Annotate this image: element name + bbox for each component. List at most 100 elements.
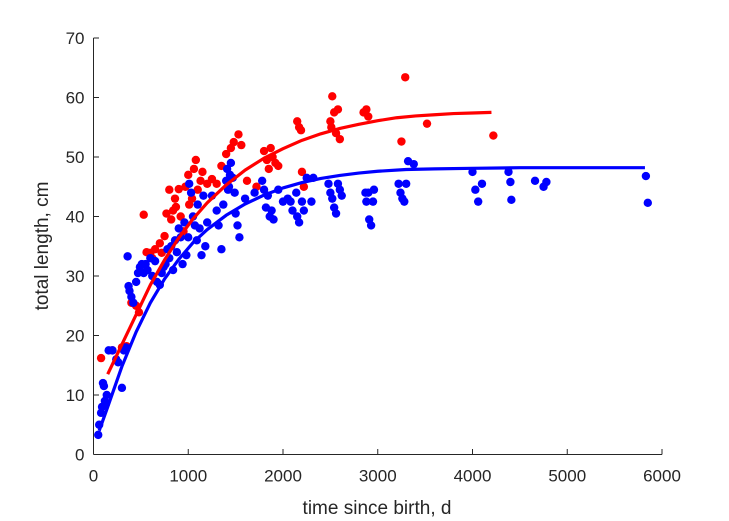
data-point-blue-125 [507, 195, 516, 205]
data-point-blue-126 [530, 176, 540, 185]
data-point-red-21 [174, 184, 183, 194]
data-point-blue-21 [131, 277, 141, 287]
data-point-red-68 [422, 119, 432, 128]
data-point-blue-20 [129, 298, 138, 307]
data-point-red-20 [171, 202, 181, 212]
x-tick-label: 3000 [359, 467, 397, 486]
data-point-blue-45 [180, 218, 189, 227]
x-tick-label: 5000 [548, 467, 586, 486]
data-point-red-7 [139, 210, 148, 219]
data-point-red-44 [259, 146, 269, 156]
data-point-red-40 [234, 130, 243, 139]
data-point-red-0 [96, 353, 106, 363]
data-point-red-30 [193, 185, 202, 194]
data-point-blue-41 [172, 248, 182, 257]
data-point-blue-74 [235, 233, 244, 242]
data-point-blue-124 [506, 177, 515, 187]
data-point-red-62 [335, 134, 345, 144]
data-point-red-37 [221, 149, 231, 159]
data-point-blue-110 [368, 197, 378, 206]
data-point-blue-16 [123, 252, 132, 261]
data-point-red-41 [237, 140, 246, 150]
data-point-blue-82 [267, 206, 276, 215]
data-point-blue-78 [259, 185, 269, 194]
data-point-blue-83 [269, 215, 278, 224]
data-point-red-25 [184, 170, 193, 180]
data-point-blue-57 [201, 242, 210, 251]
data-point-blue-97 [324, 179, 333, 188]
data-point-blue-95 [307, 197, 316, 206]
data-point-blue-55 [197, 250, 206, 260]
data-point-blue-111 [369, 185, 379, 194]
x-axis-label: time since birth, d [303, 498, 452, 519]
data-point-red-31 [196, 176, 205, 185]
data-point-blue-116 [401, 179, 411, 188]
data-point-blue-60 [212, 206, 221, 215]
data-point-blue-5 [99, 381, 109, 391]
data-point-red-65 [364, 112, 373, 121]
data-point-red-53 [296, 126, 306, 135]
data-point-blue-58 [203, 218, 212, 227]
data-point-blue-42 [174, 224, 183, 233]
data-point-red-19 [170, 194, 180, 203]
x-tick-label: 6000 [643, 467, 681, 486]
data-point-blue-27 [143, 265, 152, 275]
data-point-blue-77 [257, 176, 267, 185]
data-point-blue-106 [362, 197, 371, 206]
data-point-blue-0 [94, 430, 103, 440]
data-point-blue-44 [178, 259, 187, 269]
x-tick-label: 0 [89, 467, 98, 486]
data-point-blue-48 [185, 179, 194, 188]
fit-curve-red [106, 110, 492, 375]
data-point-red-66 [397, 137, 406, 146]
data-point-blue-112 [394, 179, 403, 188]
data-point-blue-120 [471, 185, 480, 194]
data-point-red-54 [297, 167, 307, 177]
data-point-blue-76 [250, 188, 259, 197]
data-point-red-12 [155, 239, 165, 248]
data-point-red-50 [274, 161, 283, 171]
data-point-blue-75 [240, 194, 250, 203]
data-point-blue-56 [199, 191, 208, 200]
data-point-red-55 [299, 182, 309, 191]
data-point-red-67 [401, 73, 410, 82]
data-point-blue-62 [217, 245, 226, 254]
y-tick-label: 20 [66, 327, 85, 346]
data-point-blue-93 [299, 206, 309, 215]
data-point-blue-54 [195, 224, 204, 233]
data-point-red-69 [489, 131, 498, 140]
data-point-red-15 [162, 209, 171, 218]
data-point-red-17 [166, 215, 176, 224]
data-point-red-22 [176, 212, 185, 221]
y-axis-label: total length, cm [32, 182, 53, 311]
data-point-blue-99 [328, 194, 337, 203]
data-point-blue-92 [297, 197, 307, 206]
data-point-red-64 [362, 105, 371, 114]
data-point-blue-118 [409, 159, 418, 169]
x-tick-label: 2000 [264, 467, 302, 486]
data-point-blue-10 [108, 346, 117, 355]
data-point-blue-73 [233, 221, 242, 230]
data-point-red-61 [333, 105, 343, 114]
data-point-red-35 [212, 179, 221, 188]
data-point-blue-88 [288, 206, 297, 215]
y-ticks: 0 10 20 30 40 50 60 70 [66, 29, 99, 465]
plot-area [94, 73, 652, 440]
data-point-blue-30 [150, 256, 160, 266]
data-point-blue-130 [643, 198, 652, 208]
data-point-blue-109 [366, 221, 376, 230]
y-tick-label: 70 [66, 29, 85, 48]
data-point-blue-87 [286, 197, 295, 206]
data-point-blue-89 [292, 188, 301, 197]
data-point-blue-115 [400, 197, 409, 206]
data-point-blue-63 [219, 200, 228, 209]
y-tick-label: 30 [66, 267, 85, 286]
x-tick-label: 4000 [454, 467, 492, 486]
y-tick-label: 0 [75, 446, 84, 465]
data-point-red-28 [189, 164, 199, 174]
x-ticks: 0 1000 2000 3000 4000 5000 6000 [89, 449, 681, 486]
data-point-red-11 [150, 245, 160, 254]
data-point-blue-128 [542, 177, 551, 187]
data-point-blue-47 [184, 233, 193, 242]
